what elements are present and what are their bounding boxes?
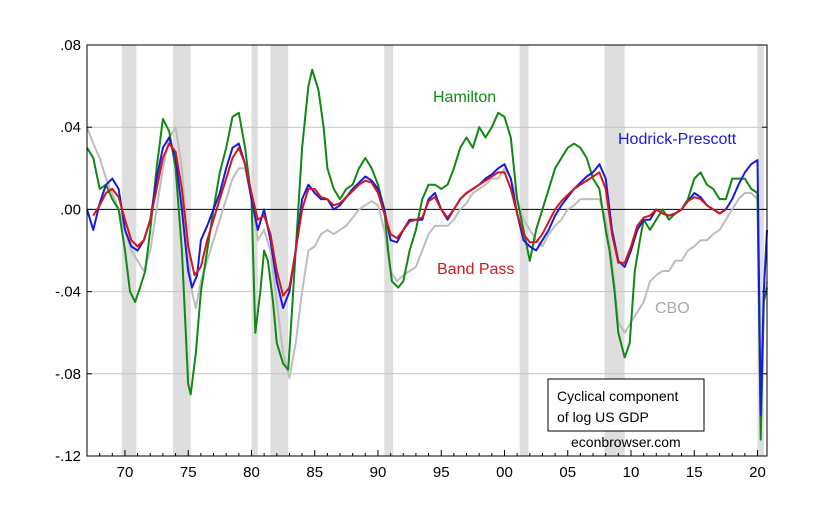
series-line-hamilton xyxy=(86,68,768,441)
x-tick-label: 85 xyxy=(306,464,323,481)
x-tick-label: 95 xyxy=(433,464,450,481)
x-tick-label: 00 xyxy=(496,464,513,481)
x-tick-label: 05 xyxy=(559,464,576,481)
plot-frame xyxy=(86,44,768,457)
x-tick-label: 20 xyxy=(749,464,766,481)
x-tick-label: 90 xyxy=(370,464,387,481)
y-tick-label: .00 xyxy=(60,201,81,218)
x-tick-label: 10 xyxy=(623,464,640,481)
x-tick-label: 80 xyxy=(243,464,260,481)
x-tick-label: 70 xyxy=(117,464,134,481)
x-tick-label: 15 xyxy=(686,464,703,481)
note-line-2: of log US GDP xyxy=(557,409,649,425)
recession-band-0 xyxy=(121,45,137,456)
x-tick-label: 75 xyxy=(180,464,197,481)
recession-band-5 xyxy=(519,45,529,456)
recession-band-6 xyxy=(604,45,625,456)
annotation-cbo: CBO xyxy=(655,300,690,317)
credit-text: econbrowser.com xyxy=(571,434,681,450)
annotation-band-pass: Band Pass xyxy=(437,261,514,278)
note-line-1: Cyclical component xyxy=(557,388,678,404)
recession-band-2 xyxy=(251,45,258,456)
series-line-band-pass xyxy=(92,142,727,297)
annotation-hamilton: Hamilton xyxy=(433,89,496,106)
y-tick-label: .04 xyxy=(60,119,81,136)
note-box xyxy=(547,378,705,432)
y-tick-label: -.12 xyxy=(55,448,81,465)
annotation-hodrick-prescott: Hodrick-Prescott xyxy=(618,131,737,148)
series-line-cbo xyxy=(86,126,768,427)
axis-ticks: .08 .04 .00 -.04 -.08 -.12 70 75 80 85 90 95 00 05 10 1… xyxy=(55,37,767,481)
series-lines xyxy=(86,68,768,441)
y-tick-label: .08 xyxy=(60,37,81,54)
recession-band-7 xyxy=(757,45,764,456)
y-tick-label: -.04 xyxy=(55,284,81,301)
y-tick-label: -.08 xyxy=(55,366,81,383)
